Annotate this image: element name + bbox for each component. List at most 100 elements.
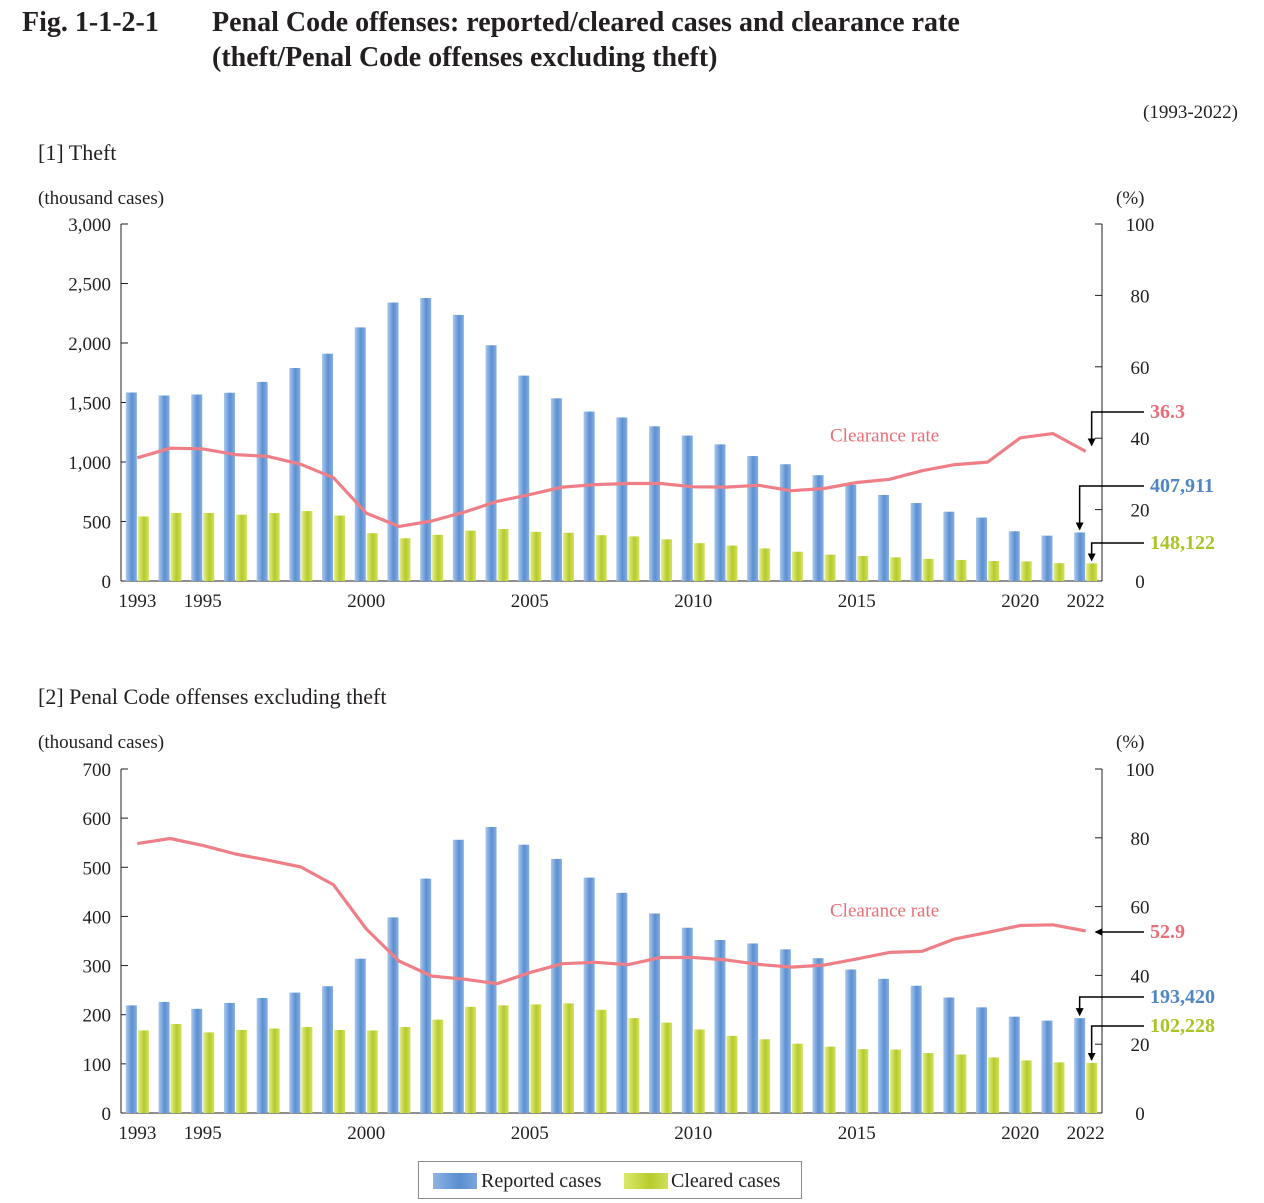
right-axis-unit: (%)	[1116, 188, 1144, 209]
reported-bar	[1041, 1020, 1053, 1113]
right-tick-label: 80	[1131, 829, 1150, 850]
cleared-bar	[301, 1027, 313, 1113]
reported-bar	[747, 943, 759, 1113]
cleared-bar	[693, 1029, 705, 1113]
cleared-bar	[203, 512, 215, 581]
reported-bar	[191, 394, 203, 581]
legend-reported-swatch	[433, 1173, 477, 1189]
clearance-rate-label: Clearance rate	[830, 900, 939, 921]
reported-bar	[583, 411, 595, 581]
cleared-bar	[628, 536, 640, 581]
cleared-bar	[889, 557, 901, 581]
reported-bar	[420, 298, 432, 581]
cleared-bar	[726, 1035, 738, 1113]
reported-bar	[845, 484, 857, 581]
cleared-bar	[988, 561, 1000, 581]
x-tick-label: 1993	[118, 591, 156, 612]
cleared-bar	[268, 513, 280, 581]
reported-bar	[681, 435, 693, 581]
panel-title: [1] Theft	[38, 140, 116, 165]
cleared-bar	[399, 538, 411, 581]
reported-bar	[387, 917, 399, 1113]
cleared-bar	[301, 511, 313, 581]
cleared-bar	[137, 516, 149, 581]
figure-title-line2: (theft/Penal Code offenses excluding the…	[212, 42, 718, 73]
reported-bar	[943, 997, 955, 1113]
reported-bar	[845, 969, 857, 1113]
left-tick-label: 2,000	[68, 334, 111, 355]
x-tick-label: 2015	[838, 1123, 876, 1144]
cleared-bar	[1020, 1060, 1032, 1113]
cleared-bar	[464, 1006, 476, 1113]
callout-rate: 36.3	[1150, 401, 1185, 423]
reported-bar	[354, 327, 366, 581]
callout-rate: 52.9	[1150, 921, 1185, 943]
cleared-bar	[1086, 563, 1098, 581]
legend-cleared-swatch	[624, 1173, 668, 1189]
x-tick-label: 2010	[674, 1123, 712, 1144]
cleared-bar	[824, 1046, 836, 1113]
x-tick-label: 2020	[1001, 591, 1039, 612]
left-tick-label: 500	[83, 513, 112, 534]
right-tick-label: 80	[1131, 286, 1150, 307]
figure-title-line1: Penal Code offenses: reported/cleared ca…	[212, 7, 960, 38]
callout-reported-arrow	[1075, 485, 1144, 531]
reported-bar	[943, 511, 955, 581]
reported-bar	[387, 302, 399, 581]
reported-bar	[976, 517, 988, 581]
legend-reported-label: Reported cases	[481, 1170, 602, 1192]
cleared-bar	[955, 1054, 967, 1113]
reported-bar	[1074, 1018, 1086, 1113]
cleared-bar	[203, 1032, 215, 1113]
right-tick-label: 40	[1131, 966, 1150, 987]
reported-bar	[812, 475, 824, 581]
clearance-rate-line	[137, 836, 1086, 986]
x-tick-label: 2005	[511, 1123, 549, 1144]
legend-cleared-label: Cleared cases	[671, 1170, 781, 1192]
reported-bar	[910, 503, 922, 581]
cleared-bar	[889, 1049, 901, 1113]
reported-bar	[420, 878, 432, 1113]
left-tick-label: 300	[83, 957, 112, 978]
left-tick-label: 1,000	[68, 453, 111, 474]
reported-bar	[616, 417, 628, 581]
cleared-bar	[595, 1009, 607, 1113]
cleared-bar	[1086, 1062, 1098, 1113]
callout-cleared-arrow	[1087, 542, 1144, 562]
reported-bar	[1008, 531, 1020, 581]
cleared-bar	[137, 1030, 149, 1113]
callout-cleared: 102,228	[1150, 1015, 1215, 1037]
cleared-bar	[530, 531, 542, 581]
callout-reported: 407,911	[1150, 475, 1214, 497]
reported-bar	[485, 826, 497, 1113]
cleared-bar	[562, 1003, 574, 1113]
reported-bar	[452, 839, 464, 1113]
left-tick-label: 2,500	[68, 275, 111, 296]
reported-bar	[125, 392, 137, 581]
reported-bar	[910, 985, 922, 1113]
reported-bar	[681, 927, 693, 1113]
reported-bar	[191, 1008, 203, 1113]
reported-bar	[877, 978, 889, 1113]
reported-bar	[289, 367, 301, 581]
cleared-bar	[857, 556, 869, 581]
left-tick-label: 1,500	[68, 394, 111, 415]
left-tick-label: 500	[83, 858, 112, 879]
reported-bar	[649, 426, 661, 581]
cleared-bar	[530, 1004, 542, 1113]
cleared-bar	[922, 558, 934, 581]
panel-title: [2] Penal Code offenses excluding theft	[38, 684, 386, 709]
cleared-bar	[759, 1039, 771, 1113]
cleared-bar	[955, 559, 967, 581]
x-tick-label: 2000	[347, 1123, 385, 1144]
callout-cleared-arrow	[1087, 1025, 1144, 1061]
reported-bar	[223, 392, 235, 581]
cleared-bar	[334, 515, 346, 581]
cleared-bar	[235, 514, 247, 581]
cleared-bar	[497, 528, 509, 581]
excluding-theft-chart: [2] Penal Code offenses excluding theft (…	[38, 684, 1215, 1144]
reported-bar	[354, 958, 366, 1113]
right-tick-label: 0	[1135, 1104, 1145, 1125]
x-tick-label: 1995	[184, 591, 222, 612]
reported-bar	[452, 314, 464, 581]
